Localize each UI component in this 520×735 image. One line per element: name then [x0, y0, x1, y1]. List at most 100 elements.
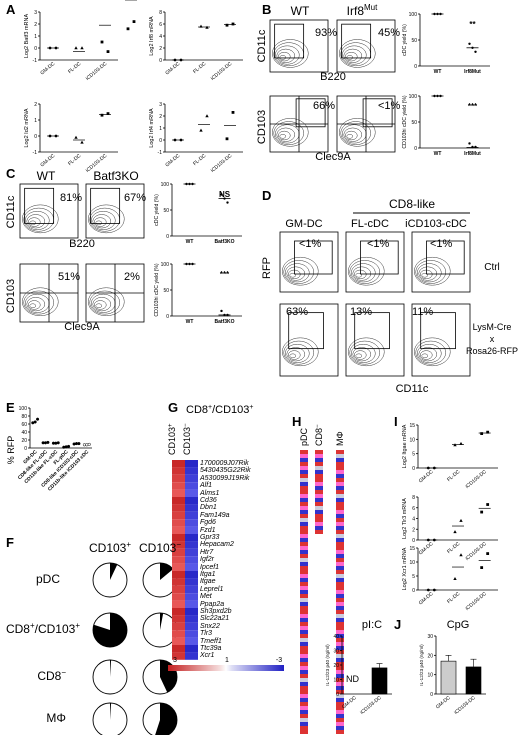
- c-bar2-point: [220, 309, 223, 313]
- b-bar1-ytick-label: 0: [414, 64, 417, 70]
- b-bar2-point: [433, 94, 436, 98]
- d-flow-rfp-2-contours: [414, 337, 451, 367]
- b-bar1-ytick-label: 50: [411, 38, 417, 44]
- c-bar1-point: [226, 201, 229, 204]
- a-chart-3-point: [199, 128, 203, 132]
- j-right-ylabel: IL-12/23 p40 (ng/ml): [419, 644, 424, 686]
- a-chart-0-ytick-label: 0: [34, 46, 37, 52]
- g-heatmap-cell: [185, 637, 198, 645]
- h-heatmap-cell: [336, 486, 344, 490]
- a-chart-3-ytick-label: 1: [159, 126, 162, 132]
- h-heatmap-cell: [336, 650, 344, 654]
- panel-label-d: D: [262, 188, 272, 203]
- b-mut-sup: Mut: [364, 3, 378, 12]
- d-flow-ctrl-0-contour: [289, 272, 297, 278]
- b-flow-wt-bot-contour: [278, 130, 291, 141]
- g-heatmap-cell: [172, 645, 185, 653]
- c-flow-wt-top-contour: [25, 211, 50, 230]
- c-bar1-point: [223, 197, 226, 200]
- c-flow-ko-bot-contour: [94, 300, 107, 310]
- d-flow-ctrl-2-contour: [415, 260, 447, 284]
- j-right-title: CpG: [447, 619, 470, 631]
- h-heatmap-cell: [336, 670, 344, 674]
- h-heatmap-cell: [336, 590, 344, 594]
- b-bar1-point: [471, 46, 474, 49]
- e-ytick-label: 80: [21, 414, 27, 420]
- h-heatmap-cell: [300, 642, 308, 646]
- h-heatmap-cell: [300, 570, 308, 574]
- d-flow-rfp-1-contour: [352, 347, 372, 362]
- i-chart-0-ylabel: Log2 Itgae mRNA: [402, 424, 408, 468]
- g-gene-label: 1700009J07Rik: [200, 460, 249, 467]
- d-flow-rfp-0-contour: [289, 353, 297, 359]
- b-mut-name: Irf8: [347, 4, 365, 18]
- h-heatmap-cell: [336, 630, 344, 634]
- h-heatmap-cell: [336, 658, 344, 662]
- h-heatmap-cell: [336, 606, 344, 610]
- h-heatmap-cell: [300, 510, 308, 514]
- h-heatmap-cell: [300, 514, 308, 518]
- g-heatmap-cell: [172, 593, 185, 601]
- h-heatmap-cell: [336, 686, 344, 690]
- c-flow-ko-bot-contour: [92, 297, 112, 312]
- h-heatmap-cell: [315, 482, 323, 486]
- panel-label-b: B: [262, 2, 272, 17]
- h-heatmap-cell: [315, 494, 323, 498]
- a-chart-2-ytick-label: -1: [33, 150, 38, 156]
- g-gene-label: Igf2r: [200, 556, 215, 564]
- c-flow-wt-top-contour: [22, 204, 59, 234]
- h-heatmap-cell: [300, 538, 308, 542]
- c-bar2-xtick-label: Batf3KO: [214, 319, 234, 325]
- h-heatmap-cell: [336, 594, 344, 598]
- i-chart-2-point: [453, 577, 457, 580]
- b-flow-mut-top-gate: [341, 23, 372, 59]
- c-bar2-point: [226, 313, 229, 317]
- g-gene-label: Snx22: [200, 622, 220, 630]
- panel-label-g: G: [168, 400, 179, 415]
- h-heatmap-cell: [300, 522, 308, 526]
- h-heatmap-cell: [336, 462, 344, 466]
- g-title: CD8+/CD103+: [186, 404, 254, 416]
- h-heatmap-cell: [300, 474, 308, 478]
- b-mut-title: Irf8Mut: [347, 3, 378, 18]
- h-heatmap-cell: [315, 526, 323, 530]
- h-heatmap-cell: [336, 706, 344, 710]
- b-flow-mut-top-contours: [339, 39, 376, 68]
- g-heatmap-cell: [185, 548, 198, 557]
- d-flow-rfp-2-contour: [420, 350, 433, 360]
- g-heatmap-cell: [185, 578, 198, 586]
- b-top-xlabel: B220: [320, 71, 346, 83]
- i-chart-2-xtick-label: FL-DC: [446, 591, 461, 605]
- b-top-mut-pct: 45%: [378, 27, 400, 39]
- a-chart-2-ytick-label: 0: [34, 134, 37, 140]
- i-chart-2-ytick-label: 0: [412, 588, 415, 594]
- e-point: [46, 440, 50, 444]
- d-flow-rfp-2-contour: [421, 353, 429, 359]
- c-bar2-point: [191, 262, 194, 266]
- j-right-bar: [440, 660, 457, 695]
- i-chart-1-point: [480, 510, 484, 514]
- g-gene-label: Ppap2a: [200, 600, 225, 608]
- g-heatmap-cell: [185, 585, 198, 594]
- a-chart-0-ytick-label: -1: [33, 58, 38, 64]
- g-scale-hi: 3: [173, 657, 177, 664]
- d-flow-ctrl-1-gate: [360, 240, 399, 275]
- h-heatmap-cell: [336, 502, 344, 506]
- h-heatmap-cell: [300, 450, 308, 454]
- b-flow-mut-bot-contour: [345, 130, 358, 141]
- a-chart-0-point: [74, 46, 78, 50]
- g-heatmap-cell: [185, 556, 198, 564]
- a-chart-1-ytick-label: 2: [159, 46, 162, 52]
- h-heatmap-cell: [300, 558, 308, 562]
- b-bar2-sig: ***: [468, 102, 478, 111]
- panel-label-j: J: [394, 617, 402, 632]
- h-heatmap-cell: [336, 574, 344, 578]
- i-chart-0-point: [459, 441, 463, 445]
- g-gene-label: Alf1: [200, 482, 213, 490]
- d-flow-ctrl-0-contour: [285, 263, 310, 283]
- panel-label-a: A: [6, 2, 16, 17]
- h-heatmap-cell: [300, 598, 308, 602]
- h-heatmap-cell: [300, 618, 308, 622]
- g-heatmap-cell: [185, 504, 198, 512]
- g-heatmap-cell: [172, 497, 185, 505]
